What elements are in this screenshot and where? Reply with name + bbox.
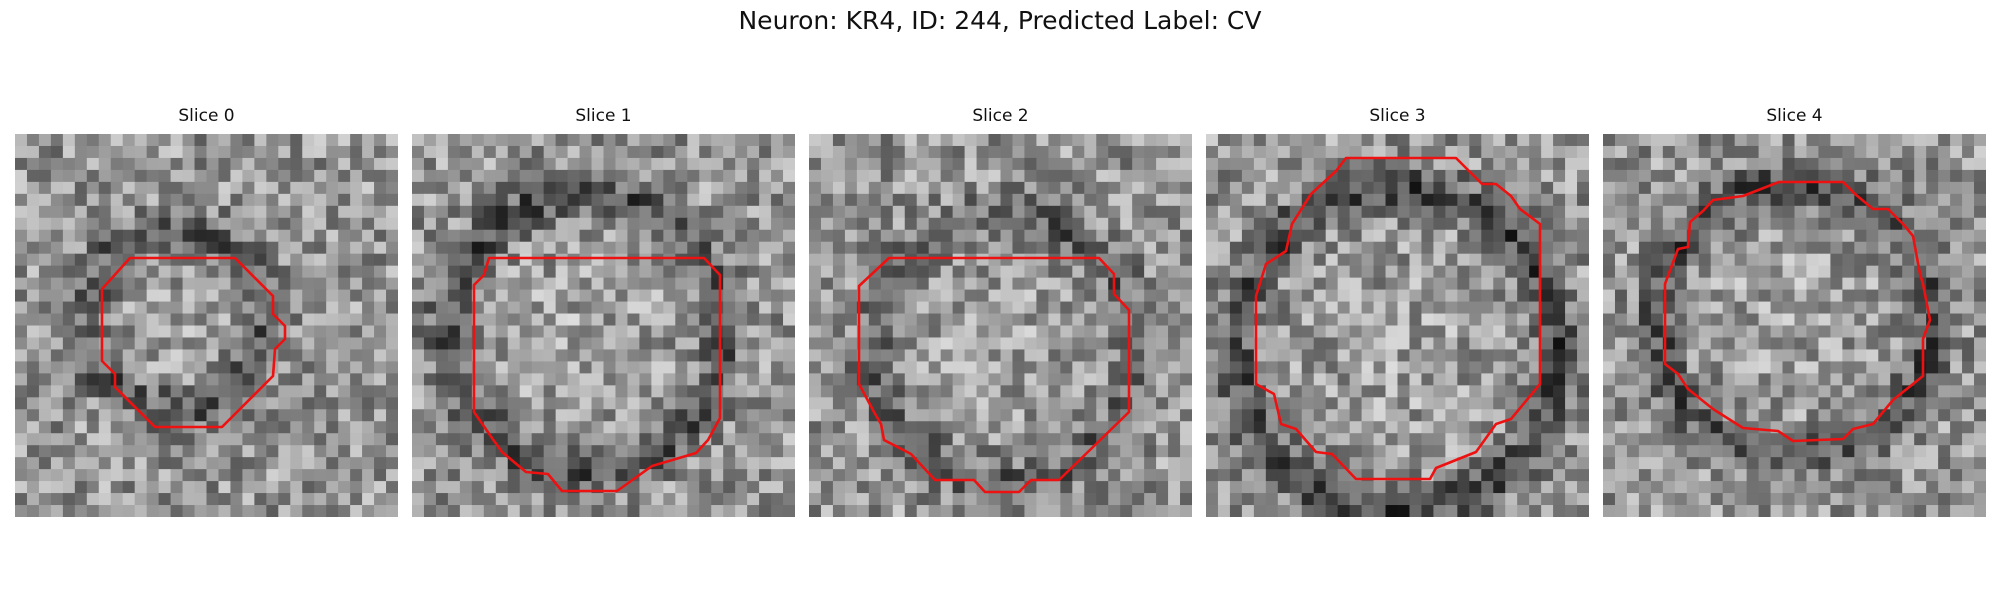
panel-title: Slice 3	[1369, 106, 1426, 126]
roi-contour	[857, 256, 1131, 494]
pixel-grid	[1603, 134, 1986, 517]
panel-title: Slice 0	[178, 106, 235, 126]
pixel-grid	[809, 134, 1192, 517]
panel-title: Slice 1	[575, 106, 632, 126]
slice-image	[1206, 134, 1589, 517]
pixel-grid	[412, 134, 795, 517]
slice-image	[15, 134, 398, 517]
roi-contour	[1663, 180, 1932, 443]
slice-image	[809, 134, 1192, 517]
panel-title: Slice 2	[972, 106, 1029, 126]
roi-contour	[1254, 156, 1542, 481]
slice-image	[412, 134, 795, 517]
figure-title: Neuron: KR4, ID: 244, Predicted Label: C…	[738, 6, 1262, 35]
pixel-grid	[15, 134, 398, 517]
panel-title: Slice 4	[1766, 106, 1823, 126]
roi-contour	[472, 256, 722, 493]
roi-contour	[100, 256, 287, 429]
pixel-grid	[1206, 134, 1589, 517]
slice-image	[1603, 134, 1986, 517]
